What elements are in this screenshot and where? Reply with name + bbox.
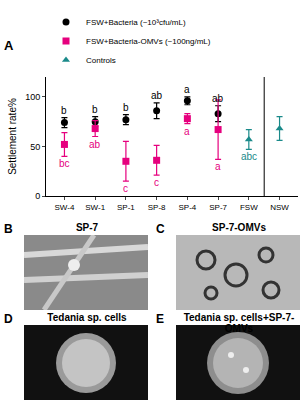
- html-text:SP-7: SP-7: [75, 222, 99, 233]
- svg-text:100: 100: [25, 92, 40, 102]
- html-text:C: C: [156, 222, 165, 236]
- svg-text:a: a: [184, 126, 190, 137]
- svg-text:FSW+Bacteria-OMVs (~100ng/mL): FSW+Bacteria-OMVs (~100ng/mL): [86, 37, 211, 46]
- svg-text:Controls: Controls: [86, 56, 116, 65]
- svg-text:SP-1: SP-1: [117, 203, 135, 212]
- svg-text:Settlement rate%: Settlement rate%: [7, 98, 18, 175]
- svg-text:SW-4: SW-4: [55, 203, 75, 212]
- svg-text:A: A: [4, 38, 14, 53]
- html-text:B: B: [4, 222, 13, 236]
- html-text:Tedania sp. cells: Tedania sp. cells: [47, 312, 127, 323]
- svg-text:0: 0: [35, 191, 40, 201]
- svg-text:SP-8: SP-8: [148, 203, 166, 212]
- svg-text:a: a: [215, 161, 221, 172]
- svg-text:SP-4: SP-4: [178, 203, 196, 212]
- svg-text:NSW: NSW: [270, 203, 289, 212]
- svg-text:FSW: FSW: [240, 203, 258, 212]
- svg-text:bc: bc: [59, 158, 70, 169]
- svg-text:ab: ab: [151, 90, 163, 101]
- svg-text:c: c: [123, 183, 128, 194]
- svg-text:c: c: [154, 177, 159, 188]
- svg-text:50: 50: [30, 142, 40, 152]
- svg-text:SW-1: SW-1: [85, 203, 105, 212]
- svg-text:b: b: [123, 102, 129, 113]
- html-text:D: D: [4, 312, 13, 326]
- svg-text:ab: ab: [212, 93, 224, 104]
- svg-text:abc: abc: [241, 151, 257, 162]
- html-text:E: E: [156, 312, 164, 326]
- svg-text:a: a: [184, 84, 190, 95]
- svg-text:FSW+Bacteria (~10³cfu/mL): FSW+Bacteria (~10³cfu/mL): [86, 18, 186, 27]
- svg-text:b: b: [61, 105, 67, 116]
- html-text:SP-7-OMVs: SP-7-OMVs: [212, 222, 266, 233]
- svg-text:SP-7: SP-7: [209, 203, 227, 212]
- svg-text:b: b: [92, 104, 98, 115]
- svg-text:ab: ab: [89, 139, 101, 150]
- html-text:Tedania sp. cells+SP-7-OMVs: Tedania sp. cells+SP-7-OMVs: [183, 312, 295, 334]
